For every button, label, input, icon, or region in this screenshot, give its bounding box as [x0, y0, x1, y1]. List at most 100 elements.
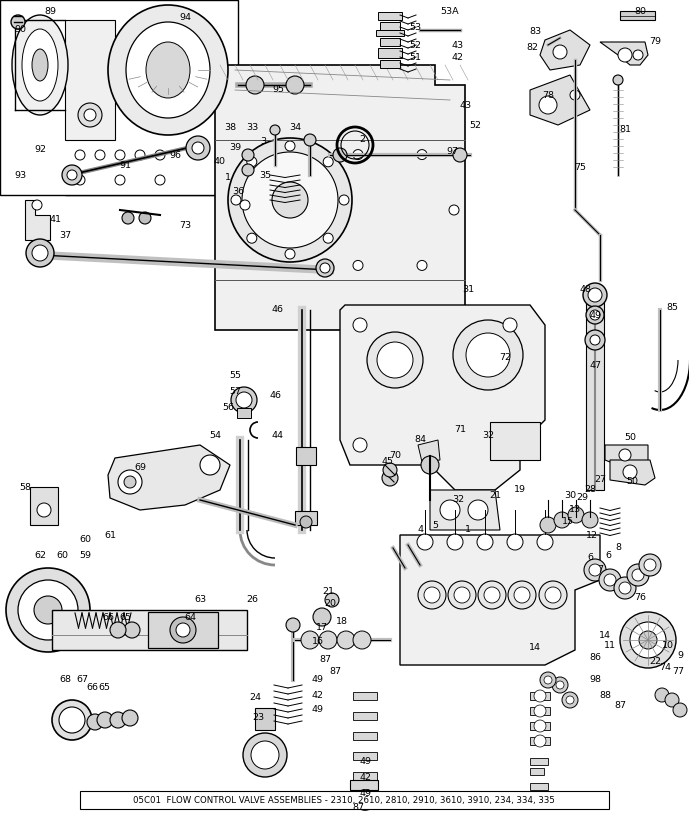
Ellipse shape: [12, 15, 68, 115]
Bar: [353, 712, 377, 720]
Circle shape: [286, 76, 304, 94]
Circle shape: [247, 157, 257, 167]
Circle shape: [26, 239, 54, 267]
Circle shape: [304, 134, 316, 146]
Text: 78: 78: [542, 90, 554, 99]
Text: 53: 53: [409, 24, 421, 33]
Text: 32: 32: [482, 431, 494, 440]
Text: 42: 42: [359, 773, 371, 782]
Circle shape: [62, 165, 82, 185]
Bar: [530, 737, 550, 745]
Text: 57: 57: [229, 387, 241, 396]
Polygon shape: [65, 20, 115, 140]
Circle shape: [353, 438, 367, 452]
Text: 73: 73: [179, 221, 191, 230]
Circle shape: [453, 320, 523, 390]
Bar: [380, 22, 400, 30]
Text: 49: 49: [589, 310, 601, 320]
Circle shape: [6, 568, 90, 652]
Circle shape: [545, 587, 561, 603]
Text: 63: 63: [194, 596, 206, 605]
Circle shape: [242, 164, 254, 176]
Circle shape: [320, 263, 330, 273]
Circle shape: [367, 332, 423, 388]
Polygon shape: [530, 75, 590, 125]
Text: 42: 42: [452, 54, 464, 63]
Circle shape: [618, 48, 632, 62]
Bar: [353, 752, 377, 760]
Circle shape: [334, 154, 446, 266]
Circle shape: [508, 581, 536, 609]
Circle shape: [382, 470, 398, 486]
Text: 95: 95: [272, 85, 284, 94]
Circle shape: [556, 681, 564, 689]
Text: 1: 1: [465, 526, 471, 535]
Circle shape: [59, 707, 85, 733]
Polygon shape: [430, 490, 500, 530]
Circle shape: [243, 733, 287, 777]
Circle shape: [247, 233, 257, 243]
Text: 48: 48: [579, 286, 591, 295]
Circle shape: [619, 582, 631, 594]
Circle shape: [37, 503, 51, 517]
Polygon shape: [215, 65, 465, 330]
Bar: [586, 295, 604, 490]
Text: 55: 55: [229, 370, 241, 379]
Circle shape: [321, 205, 331, 215]
Bar: [52, 610, 247, 650]
Text: 87: 87: [614, 701, 626, 710]
Text: 31: 31: [462, 286, 474, 295]
Circle shape: [18, 580, 78, 640]
Circle shape: [186, 136, 210, 160]
Bar: [353, 692, 377, 700]
Text: 19: 19: [514, 485, 526, 494]
Circle shape: [503, 318, 517, 332]
Circle shape: [285, 249, 295, 259]
Text: 56: 56: [222, 404, 234, 413]
Text: 11: 11: [604, 641, 616, 650]
Text: 87: 87: [319, 655, 331, 664]
Circle shape: [377, 342, 413, 378]
Circle shape: [562, 692, 578, 708]
Circle shape: [333, 148, 347, 162]
Text: 10: 10: [662, 641, 674, 650]
Circle shape: [300, 516, 312, 528]
Circle shape: [589, 564, 601, 576]
Polygon shape: [540, 30, 590, 70]
Text: 14: 14: [529, 644, 541, 653]
Circle shape: [599, 569, 621, 591]
Circle shape: [539, 96, 557, 114]
Circle shape: [568, 507, 584, 523]
Circle shape: [454, 587, 470, 603]
Bar: [30, 487, 58, 525]
Text: 39: 39: [229, 143, 241, 152]
Text: 72: 72: [499, 353, 511, 362]
Circle shape: [534, 705, 546, 717]
Circle shape: [242, 152, 338, 248]
Text: 87: 87: [352, 803, 364, 812]
Circle shape: [588, 288, 602, 302]
Text: 49: 49: [312, 676, 324, 685]
Text: 38: 38: [224, 124, 236, 133]
Circle shape: [566, 696, 574, 704]
Circle shape: [447, 534, 463, 550]
Circle shape: [421, 456, 439, 474]
Circle shape: [477, 534, 493, 550]
Text: 83: 83: [529, 28, 541, 37]
Circle shape: [582, 512, 598, 528]
Circle shape: [614, 577, 636, 599]
Text: 46: 46: [271, 305, 283, 314]
Circle shape: [11, 15, 25, 29]
Circle shape: [110, 622, 126, 638]
Circle shape: [570, 90, 580, 100]
Circle shape: [170, 617, 196, 643]
Text: 14: 14: [599, 631, 611, 640]
Bar: [378, 48, 402, 58]
Circle shape: [228, 138, 352, 262]
Text: 29: 29: [576, 493, 588, 502]
Circle shape: [95, 150, 105, 160]
Polygon shape: [0, 0, 238, 195]
Text: 43: 43: [460, 100, 472, 110]
Text: 64: 64: [184, 614, 196, 623]
Circle shape: [665, 693, 679, 707]
